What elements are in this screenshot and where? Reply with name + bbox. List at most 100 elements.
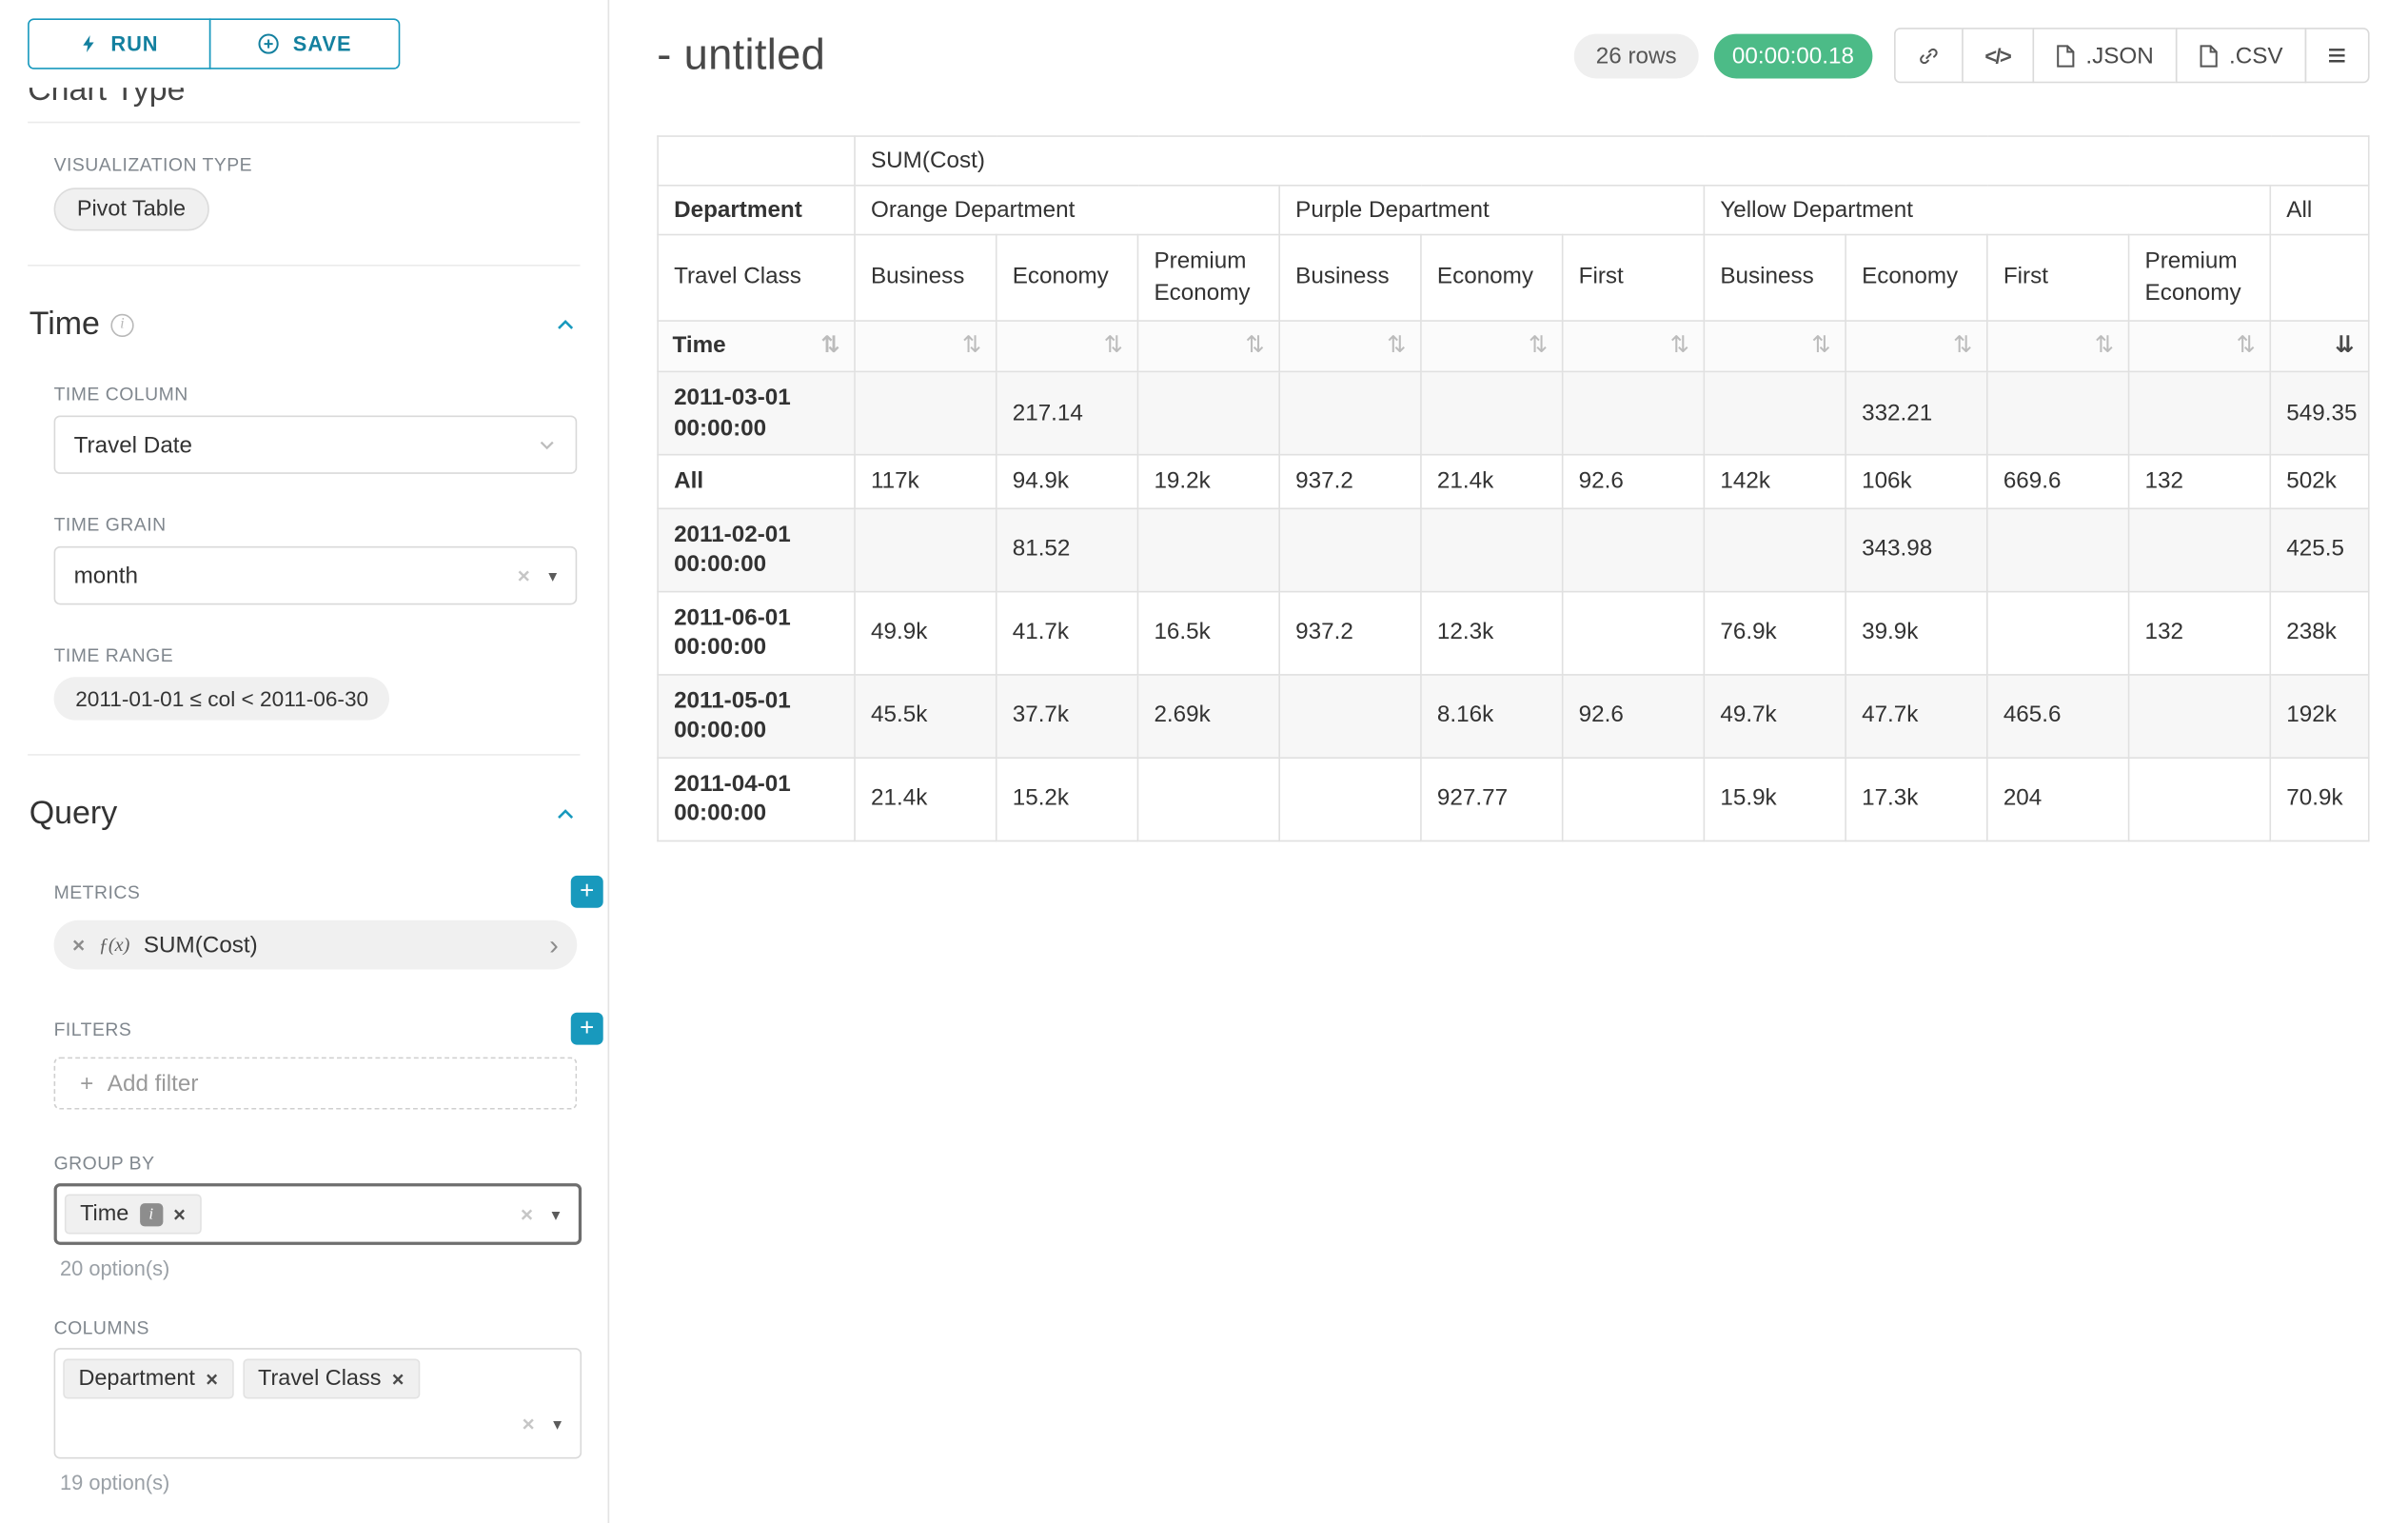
pivot-department-label: Department <box>657 184 856 236</box>
pivot-cell <box>1986 589 2130 675</box>
pivot-column-header: Economy <box>1845 233 1988 322</box>
remove-chip-icon[interactable]: × <box>173 1202 186 1226</box>
pivot-column-header: Economy <box>995 233 1139 322</box>
query-section-header[interactable]: Query <box>28 796 580 833</box>
sort-icon[interactable]: ⇅ <box>1953 332 1973 359</box>
remove-metric-icon[interactable]: × <box>71 932 86 958</box>
chevron-right-icon[interactable]: › <box>549 929 559 960</box>
columns-chip[interactable]: Travel Class × <box>242 1358 420 1399</box>
sort-icon[interactable]: ⇅ <box>1811 332 1831 359</box>
divider <box>28 121 581 124</box>
metrics-label-row: METRICS + <box>54 875 603 908</box>
menu-button[interactable]: ≡ <box>2304 28 2370 84</box>
sort-icon[interactable]: ⇅ <box>820 332 840 359</box>
columns-chip[interactable]: Department × <box>63 1358 234 1399</box>
pivot-row-header: 2011-05-01 00:00:00 <box>657 673 856 759</box>
pivot-column-header: First <box>1561 233 1706 322</box>
sort-icon[interactable]: ⇅ <box>1245 332 1265 359</box>
visualization-type-pill[interactable]: Pivot Table <box>53 188 209 231</box>
info-icon[interactable]: i <box>139 1202 163 1226</box>
pivot-sort-cell: ⇅ <box>854 320 997 373</box>
pivot-cell: 132 <box>2127 589 2272 675</box>
clear-icon[interactable]: × <box>520 1201 534 1227</box>
view-query-button[interactable]: </> <box>1962 28 2034 84</box>
pivot-cell: 16.5k <box>1136 589 1281 675</box>
sort-icon[interactable]: ⇅ <box>1103 332 1124 359</box>
pivot-data-row: 2011-06-01 00:00:00 49.9k 41.7k 16.5k 937.2 1… <box>657 589 2370 675</box>
pivot-cell <box>1986 506 2130 592</box>
remove-chip-icon[interactable]: × <box>391 1367 405 1391</box>
pivot-column-header: Business <box>1703 233 1846 322</box>
pivot-column-header: Economy <box>1420 233 1564 322</box>
add-metric-button[interactable]: + <box>570 875 603 908</box>
pivot-cell: 21.4k <box>1420 453 1564 509</box>
chevron-down-icon[interactable] <box>537 435 557 455</box>
remove-chip-icon[interactable]: × <box>206 1367 219 1391</box>
pivot-cell: 39.9k <box>1845 589 1988 675</box>
clear-icon[interactable]: × <box>522 1411 535 1436</box>
pivot-cell: 19.2k <box>1136 453 1281 509</box>
pivot-cell: 15.2k <box>995 756 1139 841</box>
share-link-button[interactable] <box>1894 28 1964 84</box>
plus-circle-icon <box>259 33 280 54</box>
save-button-label: SAVE <box>292 31 352 56</box>
time-grain-select[interactable]: month × ▾ <box>53 545 578 605</box>
sort-icon[interactable]: ⇅ <box>1669 332 1690 359</box>
sort-icon[interactable]: ⇅ <box>1387 332 1407 359</box>
pivot-row-header: 2011-04-01 00:00:00 <box>657 756 856 841</box>
chart-title: - untitled <box>657 30 826 79</box>
info-icon: i <box>110 312 134 337</box>
sort-icon-active[interactable]: ⇊ <box>2335 332 2355 359</box>
pivot-cell: 49.9k <box>854 589 997 675</box>
sort-icon[interactable]: ⇅ <box>1528 332 1549 359</box>
pivot-cell <box>1561 370 1706 456</box>
chart-header: - untitled 26 rows 00:00:00.18 </> <box>657 22 2370 89</box>
pivot-sort-cell: ⇅ <box>2127 320 2272 373</box>
chevron-down-icon[interactable]: ▾ <box>553 1414 563 1434</box>
sort-icon[interactable]: ⇅ <box>2236 332 2256 359</box>
pivot-cell: 142k <box>1703 453 1846 509</box>
pivot-cell <box>1986 370 2130 456</box>
chevron-up-icon[interactable] <box>554 313 577 336</box>
chart-area: - untitled 26 rows 00:00:00.18 </> <box>609 0 2408 1523</box>
group-by-chip[interactable]: Time i × <box>64 1194 202 1235</box>
metric-item[interactable]: × ƒ(x) SUM(Cost) › <box>53 920 578 970</box>
time-grain-label: TIME GRAIN <box>53 513 167 536</box>
pivot-cell <box>2127 506 2272 592</box>
group-by-select[interactable]: Time i × × ▾ <box>53 1183 582 1245</box>
pivot-cell: 41.7k <box>995 589 1139 675</box>
pivot-cell <box>1136 506 1281 592</box>
run-button[interactable]: RUN <box>28 18 211 69</box>
rowcount-badge: 26 rows <box>1574 32 1699 78</box>
pivot-row-header: All <box>657 453 856 509</box>
pivot-cell: 549.35 <box>2269 370 2370 456</box>
pivot-data-row: 2011-05-01 00:00:00 45.5k 37.7k 2.69k 8.16k 9… <box>657 673 2370 759</box>
chevron-up-icon[interactable] <box>554 802 577 825</box>
pivot-cell: 47.7k <box>1845 673 1988 759</box>
sort-icon[interactable]: ⇅ <box>2094 332 2115 359</box>
clear-icon[interactable]: × <box>517 563 530 588</box>
pivot-cell <box>1136 370 1281 456</box>
save-button[interactable]: SAVE <box>208 18 401 69</box>
pivot-cell <box>854 506 997 592</box>
divider <box>28 754 581 756</box>
time-column-select[interactable]: Travel Date <box>53 415 578 474</box>
query-timer-badge: 00:00:00.18 <box>1713 32 1873 78</box>
export-json-button[interactable]: .JSON <box>2031 28 2178 84</box>
columns-select[interactable]: Department × Travel Class × × ▾ <box>53 1348 582 1459</box>
chevron-down-icon[interactable]: ▾ <box>551 1205 561 1225</box>
time-range-pill[interactable]: 2011-01-01 ≤ col < 2011-06-30 <box>53 677 390 721</box>
export-csv-button[interactable]: .CSV <box>2175 28 2306 84</box>
add-filter-plus-button[interactable]: + <box>570 1012 603 1045</box>
filters-label: FILTERS <box>53 1018 132 1040</box>
pivot-metric-row: SUM(Cost) <box>657 135 2370 187</box>
chevron-down-icon[interactable]: ▾ <box>548 566 558 586</box>
pivot-group-header: Purple Department <box>1278 184 1706 236</box>
pivot-corner-cell <box>657 135 856 187</box>
time-section-header[interactable]: Time i <box>28 307 580 344</box>
pivot-cell <box>1278 370 1422 456</box>
add-filter-button[interactable]: + Add filter <box>53 1057 578 1110</box>
sort-icon[interactable]: ⇅ <box>962 332 982 359</box>
pivot-group-header: All <box>2269 184 2370 236</box>
